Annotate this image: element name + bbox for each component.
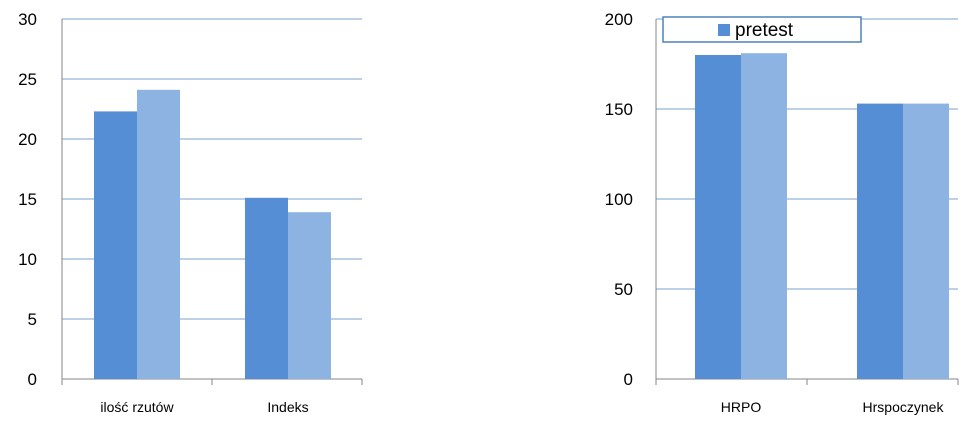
y-tick-label: 30 [18, 10, 37, 29]
bar [857, 103, 903, 379]
y-tick-label: 50 [614, 280, 633, 299]
bar [741, 53, 787, 379]
x-category-label: ilość rzutów [100, 399, 174, 415]
bar [245, 197, 288, 379]
y-tick-label: 0 [28, 370, 37, 389]
x-category-label: Hrspoczynek [863, 399, 945, 415]
legend: pretest [662, 16, 862, 43]
legend-box [662, 16, 862, 43]
x-category-label: HRPO [721, 399, 762, 415]
bar [137, 89, 180, 380]
y-tick-label: 20 [18, 130, 37, 149]
y-tick-label: 10 [18, 250, 37, 269]
y-tick-label: 5 [28, 310, 37, 329]
y-tick-label: 150 [605, 100, 633, 119]
bar [695, 55, 741, 379]
y-tick-label: 15 [18, 190, 37, 209]
legend-swatch [718, 24, 730, 36]
y-tick-label: 100 [605, 190, 633, 209]
chart-1: 0 5 10 15 20 25 30 ilość rzutów Indeks [18, 10, 363, 415]
x-category-label: Indeks [267, 399, 308, 415]
y-tick-label: 0 [624, 370, 633, 389]
bar [288, 212, 331, 379]
legend-label: pretest [735, 20, 794, 41]
y-tick-label: 25 [18, 70, 37, 89]
y-tick-label: 200 [605, 10, 633, 29]
bar [94, 111, 137, 380]
bar [903, 103, 949, 379]
chart-2: 0 50 100 150 200 HRPO Hrspoczynek pretest [605, 10, 959, 415]
